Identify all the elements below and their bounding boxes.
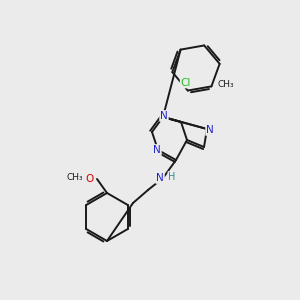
Text: CH₃: CH₃ — [67, 173, 83, 182]
Text: N: N — [206, 125, 214, 135]
Text: N: N — [160, 111, 168, 121]
Text: Cl: Cl — [181, 78, 191, 88]
Text: H: H — [168, 172, 176, 182]
Text: O: O — [86, 174, 94, 184]
Text: CH₃: CH₃ — [217, 80, 234, 89]
Text: N: N — [156, 173, 164, 183]
Text: N: N — [153, 145, 161, 155]
